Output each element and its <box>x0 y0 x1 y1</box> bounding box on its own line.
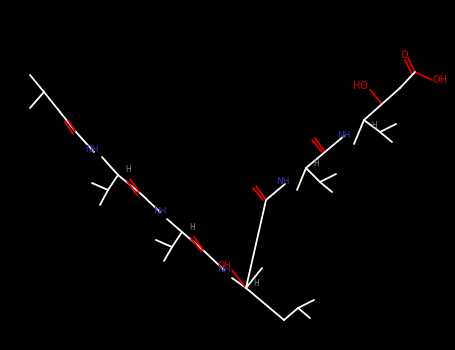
Text: NH: NH <box>217 266 231 274</box>
Text: OH: OH <box>217 260 231 270</box>
Text: NH: NH <box>153 208 167 217</box>
Text: NH: NH <box>337 132 351 140</box>
Text: H: H <box>253 279 259 287</box>
Text: NH: NH <box>85 146 99 154</box>
Text: H: H <box>313 159 319 168</box>
Text: O: O <box>400 50 408 60</box>
Text: H: H <box>125 166 131 175</box>
Text: OH: OH <box>433 75 448 85</box>
Text: HO: HO <box>353 81 368 91</box>
Text: NH: NH <box>276 177 290 187</box>
Text: H: H <box>189 223 195 231</box>
Text: H: H <box>371 120 377 130</box>
